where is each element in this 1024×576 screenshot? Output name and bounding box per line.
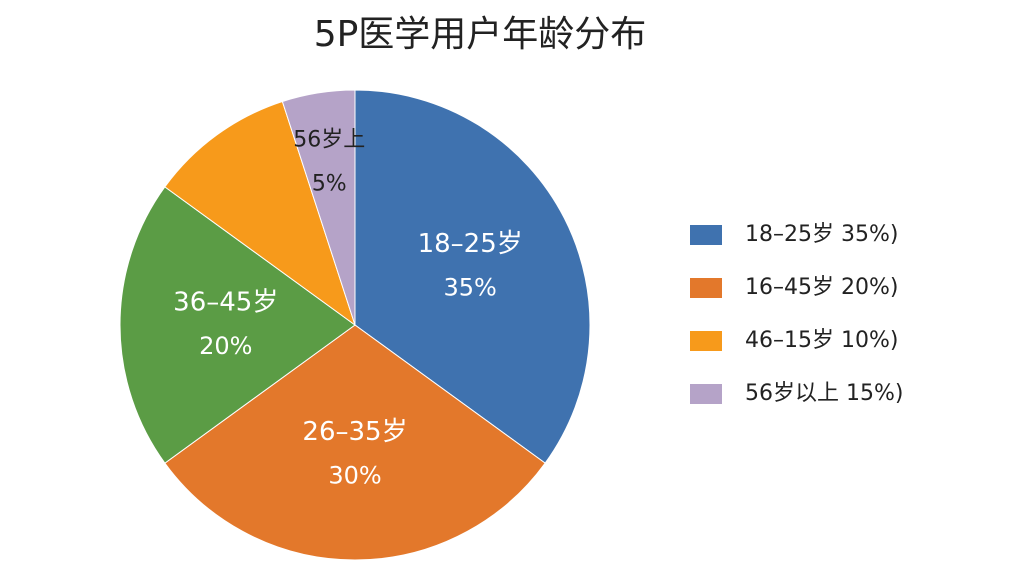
slice-label: 18–25岁 [418, 229, 523, 259]
chart-title: 5P医学用户年龄分布 [314, 14, 647, 55]
pie-slice [354, 89, 591, 464]
legend-label: 56岁以上 15%) [745, 381, 903, 406]
legend-swatch [690, 331, 722, 351]
pie-slice [164, 324, 546, 561]
legend-label: 16–45岁 20%) [745, 275, 898, 300]
slice-value-label: 30% [328, 461, 381, 489]
legend-swatch [690, 225, 722, 245]
slice-label: 56岁上 [293, 128, 365, 153]
slice-label: 26–35岁 [302, 417, 407, 447]
slice-label: 36–45岁 [173, 288, 278, 318]
slice-value-label: 5% [312, 172, 347, 197]
slice-value-label: 20% [199, 332, 252, 360]
slice-value-label: 35% [443, 273, 496, 301]
legend-label: 46–15岁 10%) [745, 328, 898, 353]
legend-label: 18–25岁 35%) [745, 222, 898, 247]
pie-slice [119, 186, 356, 464]
legend-swatch [690, 278, 722, 298]
legend-swatch [690, 384, 722, 404]
pie-slice [164, 100, 356, 327]
pie-slice [281, 89, 356, 326]
